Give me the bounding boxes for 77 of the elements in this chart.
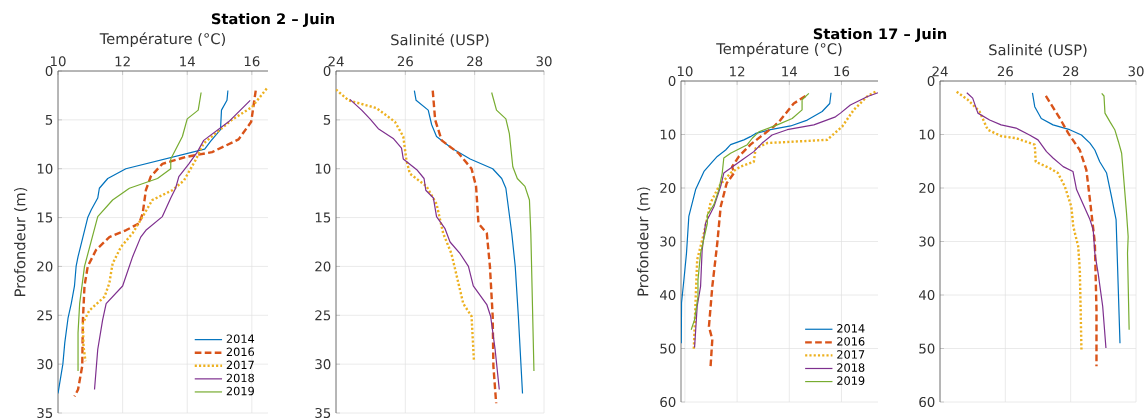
line-series [707,94,807,369]
line-series [955,90,1083,351]
line-series [349,98,500,391]
y-tick-label: 40 [918,289,935,301]
line-series [690,92,810,331]
y-tick-label: 0 [927,75,935,87]
y-tick-label: 30 [37,359,53,370]
line-series [1031,92,1121,344]
legend-label: 2019 [837,376,865,385]
y-tick-label: 10 [315,163,331,174]
legend-label: 2018 [226,373,254,383]
line-series [431,89,498,405]
line-series [73,89,257,398]
y-tick-label: 25 [37,310,53,321]
y-tick-label: 35 [37,407,53,419]
y-tick-label: 35 [315,407,331,419]
x-tick-label: 14 [782,66,798,77]
line-series [336,88,476,363]
x-axis-title: Température (°C) [716,42,842,58]
line-series [491,91,535,372]
y-tick-label: 20 [315,261,331,272]
y-tick-label: 30 [660,236,676,247]
y-tick-label: 50 [919,343,935,354]
x-tick-label: 30 [1128,66,1144,77]
y-tick-label: 20 [37,261,53,272]
y-tick-label: 25 [315,310,331,321]
x-tick-label: 24 [328,56,344,67]
y-tick-label: 10 [660,129,676,140]
y-tick-label: 60 [660,396,676,408]
x-tick-label: 26 [997,66,1013,77]
legend-label: 2016 [226,347,255,357]
legend-label: 2018 [837,363,865,372]
y-tick-label: 5 [323,114,331,125]
x-tick-label: 30 [536,56,552,67]
y-axis-title: Profondeur (m) [637,187,651,296]
y-tick-label: 0 [668,75,676,87]
x-tick-label: 16 [244,56,260,67]
y-tick-label: 20 [660,182,676,194]
line-series [413,89,524,395]
x-tick-label: 28 [1063,66,1079,77]
legend-label: 2019 [226,386,254,396]
line-series [1044,94,1098,368]
y-tick-label: 40 [659,289,676,301]
y-tick-label: 10 [919,129,935,140]
y-tick-label: 30 [919,236,935,247]
x-tick-label: 10 [677,66,693,77]
chart-title: Station 2 – Juin [211,12,334,28]
x-axis-title: Salinité (USP) [391,33,489,48]
x-tick-label: 26 [397,56,413,67]
y-tick-label: 15 [315,212,331,223]
y-tick-label: 0 [45,65,53,77]
line-series [1101,92,1130,331]
x-tick-label: 24 [932,66,948,77]
line-series [77,91,202,372]
chart-title: Station 17 – Juin [813,27,947,43]
legend-label: 2014 [837,324,865,333]
line-series [966,92,1107,349]
x-tick-label: 16 [834,66,850,77]
x-tick-label: 28 [467,56,483,67]
x-tick-label: 12 [730,66,745,77]
x-tick-label: 12 [115,56,130,67]
x-axis-title: Salinité (USP) [989,43,1087,58]
y-tick-label: 20 [919,182,935,194]
x-axis-title: Température (°C) [99,32,225,48]
y-tick-label: 50 [660,343,676,354]
y-tick-label: 5 [45,114,53,125]
legend-label: 2016 [837,337,865,346]
legend-label: 2014 [226,334,255,343]
y-axis-title: Profondeur (m) [14,187,28,296]
y-tick-label: 60 [919,396,935,408]
y-tick-label: 10 [37,163,53,174]
y-tick-label: 0 [323,65,331,77]
y-tick-label: 30 [315,359,331,370]
legend-label: 2017 [226,360,254,370]
y-tick-label: 15 [37,212,53,223]
x-tick-label: 14 [180,56,195,67]
legend-label: 2017 [837,350,865,359]
